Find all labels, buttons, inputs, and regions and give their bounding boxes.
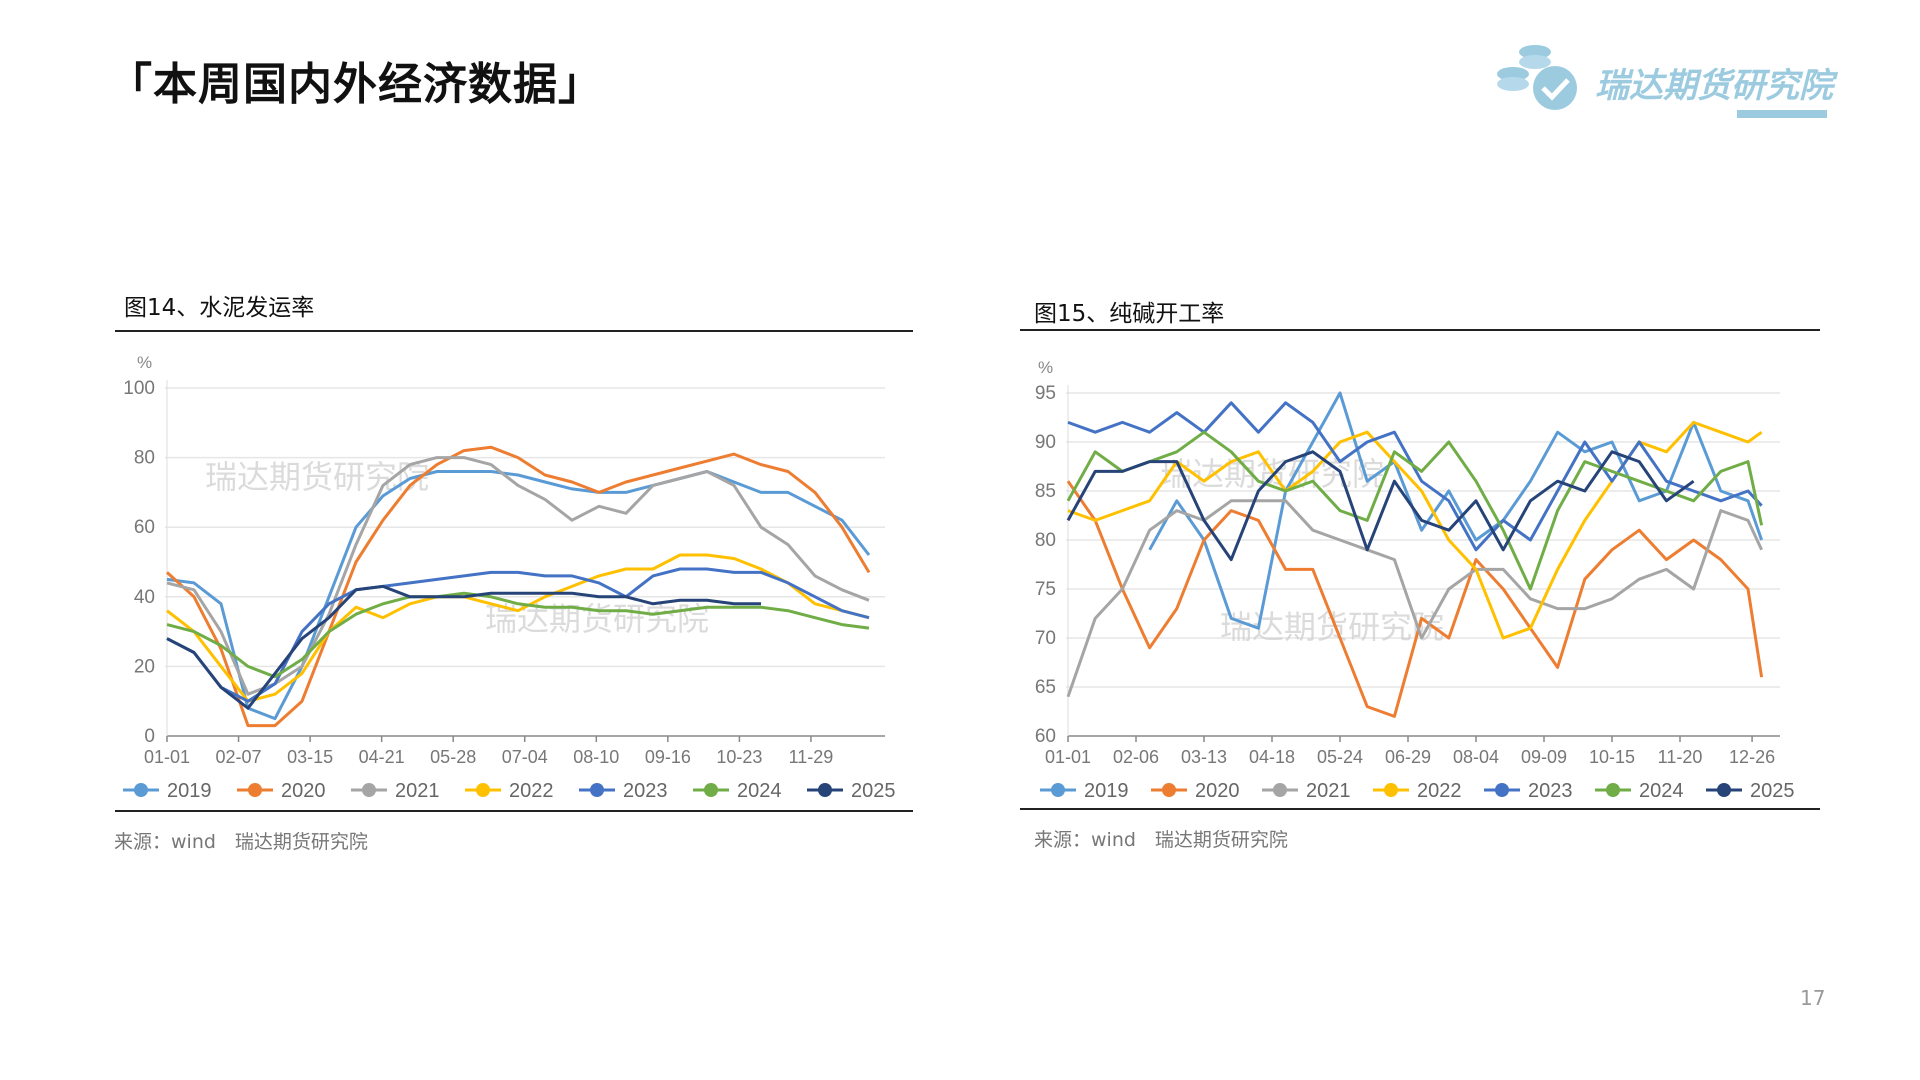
chart-1-bottom-rule bbox=[115, 810, 913, 812]
legend-label: 2022 bbox=[1417, 780, 1462, 802]
x-tick-label: 10-15 bbox=[1589, 747, 1635, 767]
y-tick-label: 20 bbox=[134, 656, 155, 677]
legend-swatch-marker bbox=[476, 783, 490, 797]
legend-label: 2023 bbox=[623, 780, 668, 802]
y-tick-label: 0 bbox=[144, 726, 155, 747]
y-tick-label: 85 bbox=[1035, 481, 1056, 502]
x-tick-label: 12-26 bbox=[1729, 747, 1775, 767]
page-title: 「本周国内外经济数据」 bbox=[108, 59, 603, 110]
y-axis-unit: % bbox=[137, 353, 152, 372]
legend-swatch-marker bbox=[704, 783, 718, 797]
series-line-2020 bbox=[1066, 480, 1764, 718]
chart-2-source: 来源：wind 瑞达期货研究院 bbox=[1034, 829, 1288, 851]
series-line-2024 bbox=[166, 591, 870, 679]
legend-swatch-marker bbox=[1495, 783, 1509, 797]
legend-swatch-marker bbox=[818, 783, 832, 797]
y-tick-label: 80 bbox=[134, 448, 155, 469]
series-line-2025 bbox=[1066, 450, 1695, 562]
series-line-2022 bbox=[166, 553, 870, 703]
chart-2-bottom-rule bbox=[1020, 808, 1820, 810]
x-tick-label: 10-23 bbox=[716, 747, 762, 767]
x-tick-label: 01-01 bbox=[144, 747, 190, 767]
legend-label: 2020 bbox=[281, 780, 326, 802]
x-tick-label: 08-10 bbox=[573, 747, 619, 767]
legend-swatch-marker bbox=[590, 783, 604, 797]
coins-check-icon bbox=[1497, 45, 1577, 110]
series-line-2020 bbox=[165, 445, 871, 728]
legend-swatch-marker bbox=[1273, 783, 1287, 797]
legend-swatch-marker bbox=[134, 783, 148, 797]
legend-label: 2019 bbox=[1084, 780, 1129, 802]
x-tick-label: 02-07 bbox=[216, 747, 262, 767]
legend-label: 2019 bbox=[167, 780, 212, 802]
x-tick-label: 09-16 bbox=[645, 747, 691, 767]
y-tick-label: 60 bbox=[1035, 726, 1056, 747]
y-tick-label: 40 bbox=[134, 587, 155, 608]
legend-label: 2021 bbox=[395, 780, 440, 802]
logo-underline bbox=[1737, 110, 1827, 118]
legend-swatch-marker bbox=[1606, 783, 1620, 797]
y-tick-label: 80 bbox=[1035, 530, 1056, 551]
x-tick-label: 02-06 bbox=[1113, 747, 1159, 767]
legend-swatch-marker bbox=[362, 783, 376, 797]
x-tick-label: 03-15 bbox=[287, 747, 333, 767]
legend-swatch-marker bbox=[1717, 783, 1731, 797]
x-tick-label: 03-13 bbox=[1181, 747, 1227, 767]
legend-label: 2024 bbox=[1639, 780, 1684, 802]
x-tick-label: 01-01 bbox=[1045, 747, 1091, 767]
chart-1-cement-shipment-rate: % 0 20 40 60 80 100 01-01 02-07 03-15 04-21 05-28 07… bbox=[123, 353, 896, 802]
company-logo: 瑞达期货研究院 bbox=[1495, 38, 1835, 123]
chart-1-top-rule bbox=[115, 330, 913, 332]
x-tick-label: 11-20 bbox=[1658, 747, 1703, 767]
y-tick-label: 100 bbox=[123, 378, 155, 399]
chart-2-title: 图15、纯碱开工率 bbox=[1034, 301, 1225, 327]
series-line-2021 bbox=[1066, 499, 1763, 698]
x-tick-label: 08-04 bbox=[1453, 747, 1499, 767]
legend-label: 2023 bbox=[1528, 780, 1573, 802]
series-line-2023 bbox=[166, 567, 870, 703]
chart-2-top-rule bbox=[1020, 329, 1820, 331]
x-tick-label: 04-18 bbox=[1249, 747, 1295, 767]
series-line-2025 bbox=[166, 584, 761, 710]
x-tick-label: 11-29 bbox=[789, 747, 834, 767]
series-line-2021 bbox=[166, 456, 870, 696]
x-tick-label: 09-09 bbox=[1521, 747, 1567, 767]
y-axis-unit: % bbox=[1038, 358, 1053, 377]
legend-label: 2021 bbox=[1306, 780, 1351, 802]
page-number: 17 bbox=[1800, 986, 1826, 1010]
y-tick-label: 75 bbox=[1035, 579, 1056, 600]
legend-label: 2025 bbox=[1750, 780, 1795, 802]
x-tick-label: 07-04 bbox=[502, 747, 548, 767]
watermark: 瑞达期货研究院 bbox=[485, 600, 709, 638]
y-tick-label: 90 bbox=[1035, 432, 1056, 453]
legend-label: 2022 bbox=[509, 780, 554, 802]
legend-swatch-marker bbox=[1051, 783, 1065, 797]
y-tick-label: 65 bbox=[1035, 677, 1056, 698]
legend-label: 2025 bbox=[851, 780, 896, 802]
y-tick-label: 70 bbox=[1035, 628, 1056, 649]
series-line-2019 bbox=[166, 470, 871, 721]
series-line-2023 bbox=[1067, 401, 1763, 552]
legend-label: 2020 bbox=[1195, 780, 1240, 802]
x-tick-label: 06-29 bbox=[1385, 747, 1431, 767]
logo-text: 瑞达期货研究院 bbox=[1595, 66, 1833, 106]
chart-1-title: 图14、水泥发运率 bbox=[124, 295, 315, 321]
y-tick-label: 95 bbox=[1035, 383, 1056, 404]
y-tick-label: 60 bbox=[134, 517, 155, 538]
x-tick-label: 05-28 bbox=[430, 747, 476, 767]
x-tick-label: 05-24 bbox=[1317, 747, 1363, 767]
series-line-2022 bbox=[1067, 420, 1763, 640]
chart-1-source: 来源：wind 瑞达期货研究院 bbox=[114, 831, 368, 853]
legend-label: 2024 bbox=[737, 780, 782, 802]
legend-swatch-marker bbox=[1384, 783, 1398, 797]
legend-swatch-marker bbox=[1162, 783, 1176, 797]
chart-2-soda-ash-operating-rate: % 60 65 70 75 80 85 90 95 01-01 02-06 03-13 04-18 05-… bbox=[1035, 358, 1795, 802]
x-tick-label: 04-21 bbox=[359, 747, 405, 767]
legend-swatch-marker bbox=[248, 783, 262, 797]
